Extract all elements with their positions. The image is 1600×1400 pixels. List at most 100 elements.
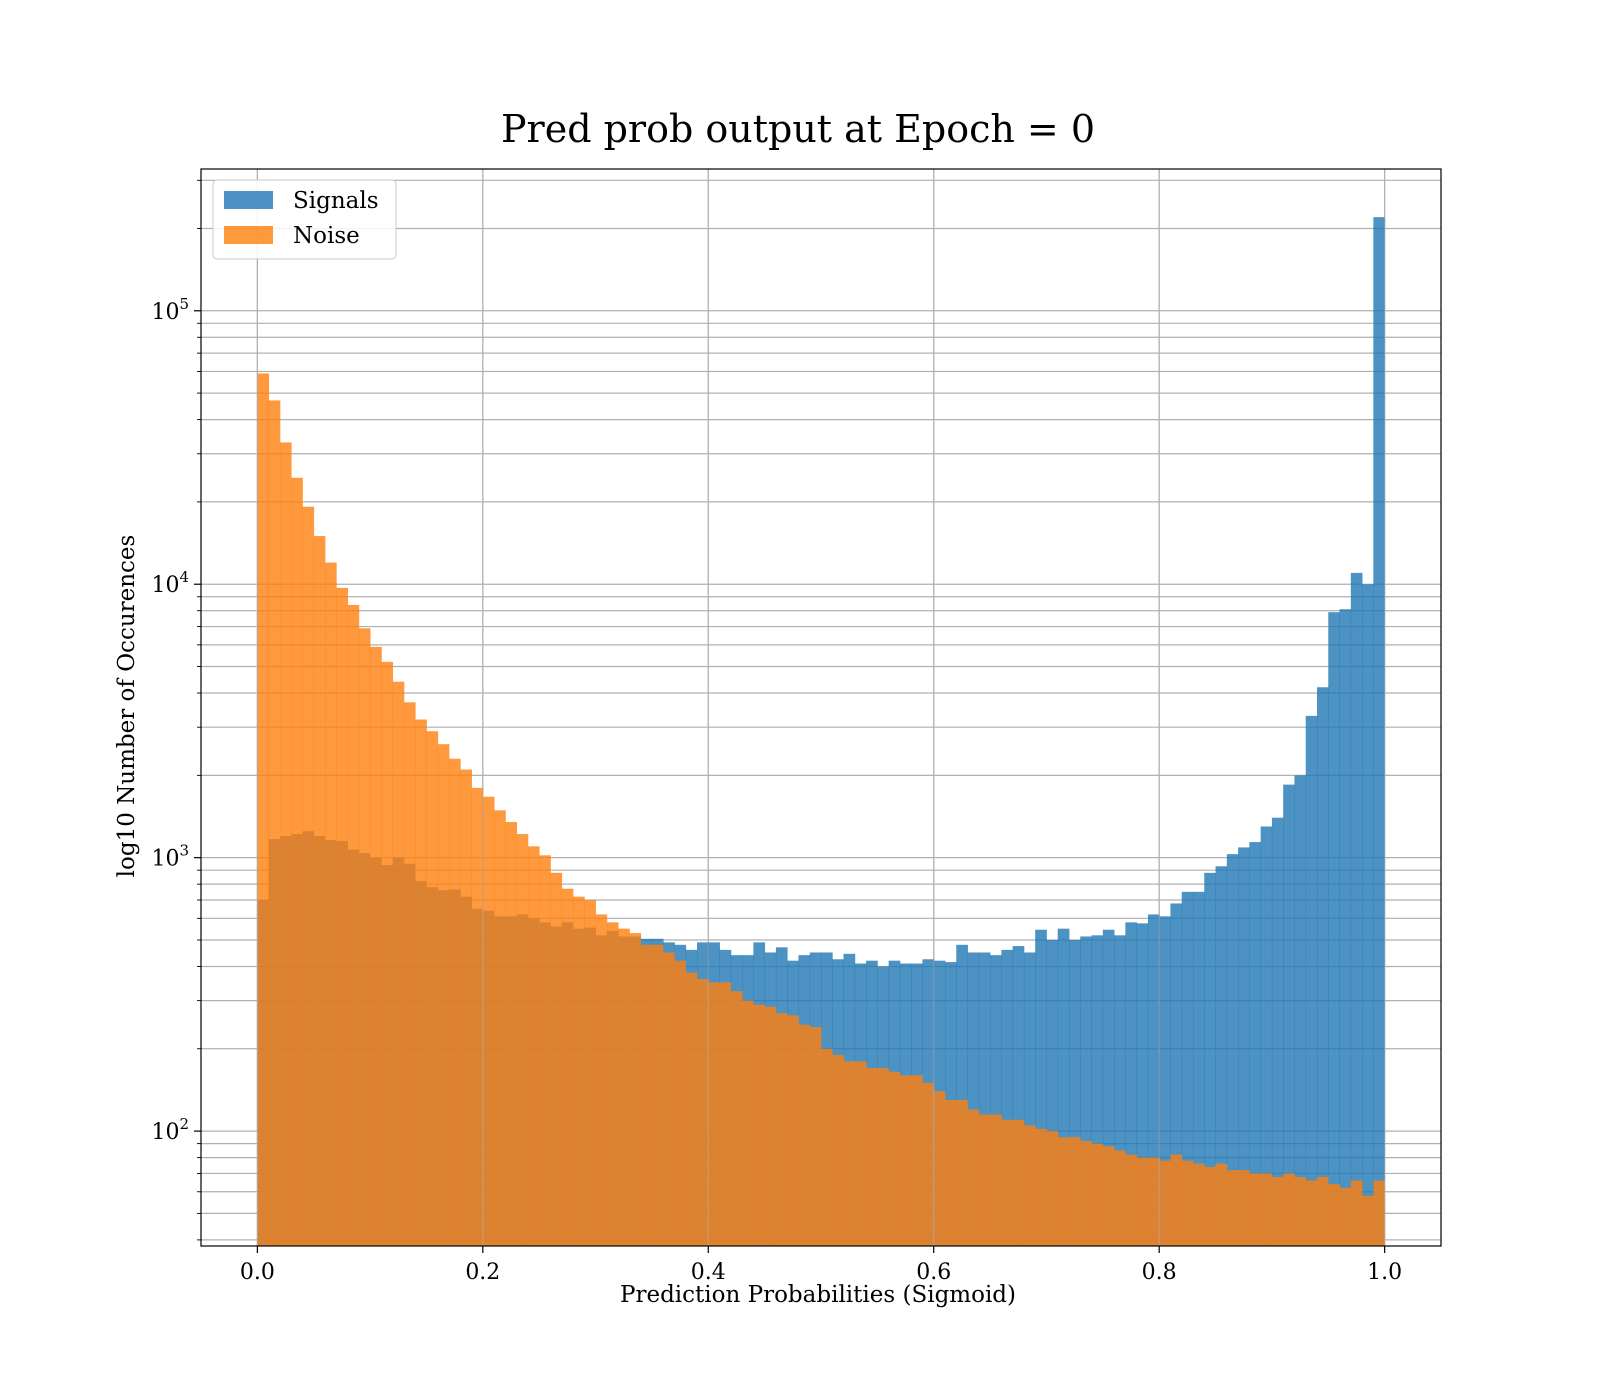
x-axis-label: Prediction Probabilities (Sigmoid) xyxy=(620,1282,1016,1308)
bar-signals xyxy=(1328,612,1340,1246)
bar-signals xyxy=(1350,572,1363,1246)
bar-noise xyxy=(1350,1180,1363,1246)
bar-noise xyxy=(268,400,281,1246)
bar-signals xyxy=(1193,891,1205,1246)
legend-swatch-noise xyxy=(224,226,273,244)
bar-noise xyxy=(708,982,720,1246)
bar-signals xyxy=(1125,922,1138,1246)
bar-noise xyxy=(494,810,506,1246)
bar-signals xyxy=(1362,584,1374,1246)
bar-noise xyxy=(719,982,732,1246)
bar-noise xyxy=(978,1114,991,1246)
bar-signals xyxy=(1023,952,1036,1246)
bar-noise xyxy=(1362,1195,1374,1246)
bar-noise xyxy=(922,1082,935,1246)
bar-signals xyxy=(1249,842,1262,1246)
legend-swatch-signals xyxy=(224,191,273,209)
y-tick-label: 104 xyxy=(151,568,189,598)
bar-noise xyxy=(426,731,439,1246)
bar-noise xyxy=(1069,1137,1081,1246)
bar-noise xyxy=(313,536,326,1246)
bar-noise xyxy=(1091,1143,1104,1246)
bar-noise xyxy=(832,1054,844,1246)
legend: Signals Noise xyxy=(212,179,397,260)
bar-signals xyxy=(1159,916,1171,1246)
y-axis-label: log10 Number of Occurences xyxy=(114,535,140,878)
bar-signals xyxy=(1373,217,1386,1246)
bar-noise xyxy=(629,933,642,1246)
bar-signals xyxy=(1271,817,1284,1246)
bar-noise xyxy=(1023,1125,1036,1246)
y-tick-label: 102 xyxy=(151,1115,189,1145)
bar-noise xyxy=(370,646,382,1246)
bar-noise xyxy=(1136,1157,1149,1246)
bar-signals xyxy=(1114,935,1126,1246)
bar-noise xyxy=(1373,1180,1386,1246)
bar-noise xyxy=(967,1109,980,1246)
bar-noise xyxy=(539,855,551,1246)
bar-noise xyxy=(1193,1163,1205,1246)
bar-noise xyxy=(651,944,664,1246)
bar-noise xyxy=(437,744,450,1246)
bar-noise xyxy=(336,587,348,1246)
bar-noise xyxy=(291,477,303,1247)
bar-noise xyxy=(482,796,495,1246)
bar-signals xyxy=(1147,914,1160,1246)
bar-noise xyxy=(1238,1170,1250,1246)
bar-noise xyxy=(527,846,540,1246)
bar-noise xyxy=(956,1099,968,1246)
x-tick-label: 0.2 xyxy=(465,1260,500,1285)
bar-noise xyxy=(787,1015,799,1246)
bar-noise xyxy=(1080,1140,1092,1246)
bar-signals xyxy=(1035,929,1047,1246)
bar-noise xyxy=(550,872,563,1246)
bar-signals xyxy=(1317,687,1329,1246)
bar-signals xyxy=(1294,775,1307,1246)
bar-noise xyxy=(1046,1131,1059,1246)
bar-noise xyxy=(1294,1176,1307,1246)
bar-noise xyxy=(618,928,630,1246)
bar-noise xyxy=(1012,1119,1025,1246)
bar-signals xyxy=(1283,784,1295,1246)
bar-signals xyxy=(1057,928,1070,1246)
bar-noise xyxy=(640,944,653,1246)
bar-signals xyxy=(1215,866,1228,1246)
bar-noise xyxy=(403,702,416,1246)
bar-noise xyxy=(471,787,484,1246)
x-axis-ticks: 0.0 0.2 0.4 0.6 0.8 1.0 xyxy=(240,1246,1402,1285)
bar-noise xyxy=(990,1114,1002,1246)
x-tick-label: 0.8 xyxy=(1142,1260,1177,1285)
bar-noise xyxy=(584,900,596,1246)
bar-noise xyxy=(899,1075,912,1246)
bar-noise xyxy=(933,1091,946,1246)
bar-noise xyxy=(1215,1163,1228,1246)
bar-noise xyxy=(854,1061,867,1246)
bar-signals xyxy=(1069,939,1081,1246)
bar-signals xyxy=(1305,715,1318,1246)
bar-noise xyxy=(809,1027,822,1246)
bar-noise xyxy=(573,896,585,1246)
bar-noise xyxy=(1125,1154,1138,1246)
bar-noise xyxy=(1181,1160,1194,1246)
bar-signals xyxy=(1001,949,1014,1246)
bar-signals xyxy=(956,944,968,1246)
bar-noise xyxy=(674,960,687,1246)
x-tick-label: 0.6 xyxy=(916,1260,951,1285)
chart-title: Pred prob output at Epoch = 0 xyxy=(501,107,1095,151)
bar-noise xyxy=(279,442,292,1246)
bar-noise xyxy=(1001,1119,1014,1246)
bar-noise xyxy=(877,1068,890,1246)
bar-noise xyxy=(325,562,337,1246)
bar-signals xyxy=(1339,609,1352,1246)
bar-signals xyxy=(1226,854,1239,1246)
bar-noise xyxy=(1305,1180,1318,1246)
bar-noise xyxy=(764,1006,777,1246)
bar-noise xyxy=(1328,1184,1340,1246)
bar-noise xyxy=(730,991,743,1246)
bar-noise xyxy=(505,822,518,1246)
legend-label-noise: Noise xyxy=(293,223,360,249)
plot-frame xyxy=(200,168,1442,1247)
bar-signals xyxy=(1046,939,1059,1246)
bar-noise xyxy=(1159,1160,1171,1246)
